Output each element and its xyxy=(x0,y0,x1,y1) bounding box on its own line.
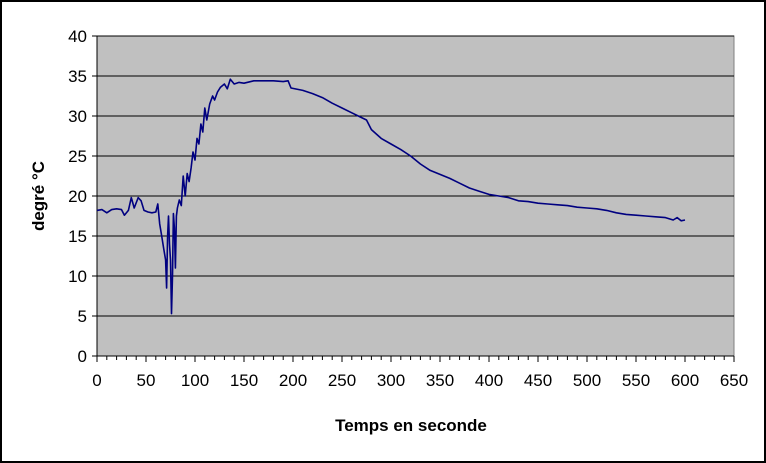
x-tick-label: 500 xyxy=(573,371,601,390)
x-tick-label: 450 xyxy=(524,371,552,390)
x-tick-label: 0 xyxy=(92,371,101,390)
x-tick-label: 250 xyxy=(328,371,356,390)
y-axis-title: degré °C xyxy=(29,161,48,231)
x-tick-label: 550 xyxy=(622,371,650,390)
x-axis-ticks: 0 50 100 150 200 250 300 350 400 450 500 550 600 650 xyxy=(92,356,748,390)
y-tick-label: 25 xyxy=(68,147,87,166)
y-tick-label: 40 xyxy=(68,27,87,46)
x-tick-label: 400 xyxy=(475,371,503,390)
y-tick-label: 15 xyxy=(68,227,87,246)
y-tick-label: 10 xyxy=(68,267,87,286)
x-tick-label: 600 xyxy=(671,371,699,390)
x-tick-label: 200 xyxy=(279,371,307,390)
y-tick-label: 5 xyxy=(78,307,87,326)
series-line-0 xyxy=(96,78,686,315)
x-tick-label: 100 xyxy=(181,371,209,390)
series-layer xyxy=(96,78,686,315)
x-tick-label: 300 xyxy=(377,371,405,390)
x-tick-label: 50 xyxy=(137,371,156,390)
x-tick-label: 150 xyxy=(230,371,258,390)
y-tick-label: 20 xyxy=(68,187,87,206)
y-tick-label: 0 xyxy=(78,347,87,366)
gridlines xyxy=(97,35,734,317)
y-tick-label: 30 xyxy=(68,107,87,126)
x-axis-title: Temps en seconde xyxy=(335,416,487,435)
y-axis-ticks: 0 5 10 15 20 25 30 35 40 xyxy=(68,27,97,366)
y-tick-label: 35 xyxy=(68,67,87,86)
x-tick-label: 650 xyxy=(720,371,748,390)
x-tick-label: 350 xyxy=(426,371,454,390)
